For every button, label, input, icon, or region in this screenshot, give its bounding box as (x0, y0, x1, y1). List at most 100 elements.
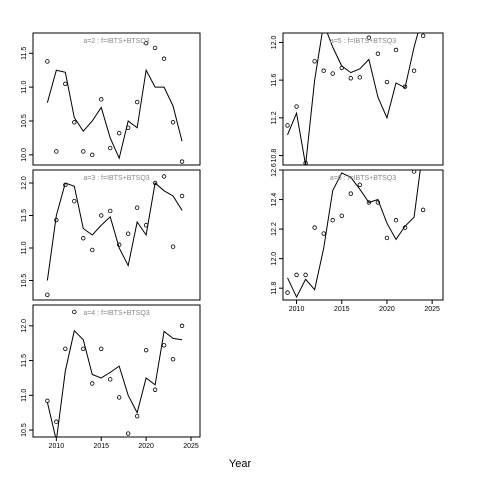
point (420, 207, 426, 213)
point (357, 75, 363, 80)
point (125, 231, 131, 236)
panel: a=6 : f=IBTS+BTSQ3 11.8 12.0 12.2 12.4 12.6 20… (271, 163, 444, 313)
point (134, 99, 140, 105)
point (161, 174, 167, 179)
panel-title: a=4 : f=IBTS+BTSQ3 (83, 310, 149, 317)
y-tick-label: 12.0 (271, 36, 278, 50)
point (81, 236, 86, 241)
point (357, 182, 363, 187)
point (161, 343, 167, 348)
panel-title: a=6 : f=IBTS+BTSQ3 (330, 175, 396, 182)
point (125, 431, 131, 436)
panel-frame (32, 304, 201, 438)
point (170, 244, 176, 249)
x-tick-label: 2010 (289, 306, 305, 313)
panel: a=3 : f=IBTS+BTSQ3 10.5 11.0 11.5 12.0 (21, 169, 201, 301)
y-tick-label: 12.0 (21, 319, 28, 333)
point (45, 292, 50, 297)
point (45, 59, 50, 64)
point (81, 149, 86, 154)
point (143, 347, 149, 353)
y-tick-label: 10.5 (21, 423, 28, 437)
panel-title: a=2 : f=IBTS+BTSQ3 (83, 38, 149, 45)
point (393, 47, 399, 53)
point (366, 200, 372, 205)
point (54, 419, 59, 424)
fit-line (287, 170, 421, 299)
point (411, 68, 417, 73)
point (143, 40, 149, 46)
point (294, 104, 299, 109)
fit-line (46, 182, 183, 281)
panel-frame (282, 32, 444, 166)
y-tick-label: 12.6 (271, 163, 278, 177)
plot-area (285, 33, 426, 165)
plot-area (45, 174, 185, 297)
point (321, 68, 326, 73)
plot-area (45, 309, 185, 437)
point (285, 290, 290, 295)
point (312, 225, 317, 230)
y-tick-label: 12.0 (271, 252, 278, 266)
y-tick-label: 11.2 (271, 111, 278, 124)
fit-line (287, 33, 419, 165)
y-tick-label: 11.6 (271, 73, 278, 86)
y-tick-label: 11.8 (271, 282, 278, 295)
point (330, 218, 335, 223)
point (99, 346, 104, 351)
panel-frame (282, 169, 444, 301)
point (179, 159, 185, 164)
panel-frame (32, 169, 201, 301)
point (99, 97, 104, 102)
point (375, 51, 381, 56)
point (179, 323, 185, 329)
y-tick-label: 10.0 (21, 148, 28, 162)
x-tick-label: 2015 (93, 443, 109, 450)
plot-area (45, 40, 185, 164)
y-tick-label: 10.5 (21, 274, 28, 288)
point (393, 218, 399, 223)
point (348, 76, 353, 81)
point (294, 272, 299, 278)
point (116, 130, 122, 136)
point (179, 193, 185, 199)
point (411, 170, 417, 174)
point (108, 208, 113, 214)
point (170, 120, 176, 125)
panel-frame (32, 32, 201, 166)
point (321, 231, 326, 236)
point (54, 149, 59, 154)
point (72, 309, 77, 315)
point (90, 247, 95, 253)
point (63, 346, 68, 351)
point (285, 123, 290, 128)
point (303, 272, 308, 278)
plot-area (285, 170, 426, 299)
point (348, 191, 353, 196)
point (420, 33, 426, 39)
point (339, 213, 344, 218)
point (72, 198, 77, 204)
point (90, 152, 95, 158)
x-tick-label: 2025 (424, 306, 440, 313)
point (384, 79, 390, 85)
y-tick-label: 12.0 (21, 176, 28, 190)
point (134, 413, 140, 419)
point (312, 59, 317, 64)
y-tick-label: 10.8 (271, 149, 278, 163)
point (161, 56, 167, 61)
x-axis-label: Year (229, 458, 252, 470)
y-tick-label: 11.5 (21, 354, 28, 367)
point (90, 381, 95, 386)
x-tick-label: 2010 (49, 443, 65, 450)
point (152, 45, 158, 51)
fit-line (46, 68, 183, 160)
x-tick-label: 2020 (138, 443, 154, 450)
panel: a=2 : f=IBTS+BTSQ3 10.0 10.5 11.0 11.5 (21, 32, 201, 166)
panel: a=4 : f=IBTS+BTSQ3 10.5 11.0 11.5 12.0 2010 20… (21, 304, 201, 450)
y-tick-label: 11.5 (21, 209, 28, 222)
point (170, 356, 176, 362)
point (81, 346, 86, 351)
panel-title: a=3 : f=IBTS+BTSQ3 (83, 175, 149, 182)
